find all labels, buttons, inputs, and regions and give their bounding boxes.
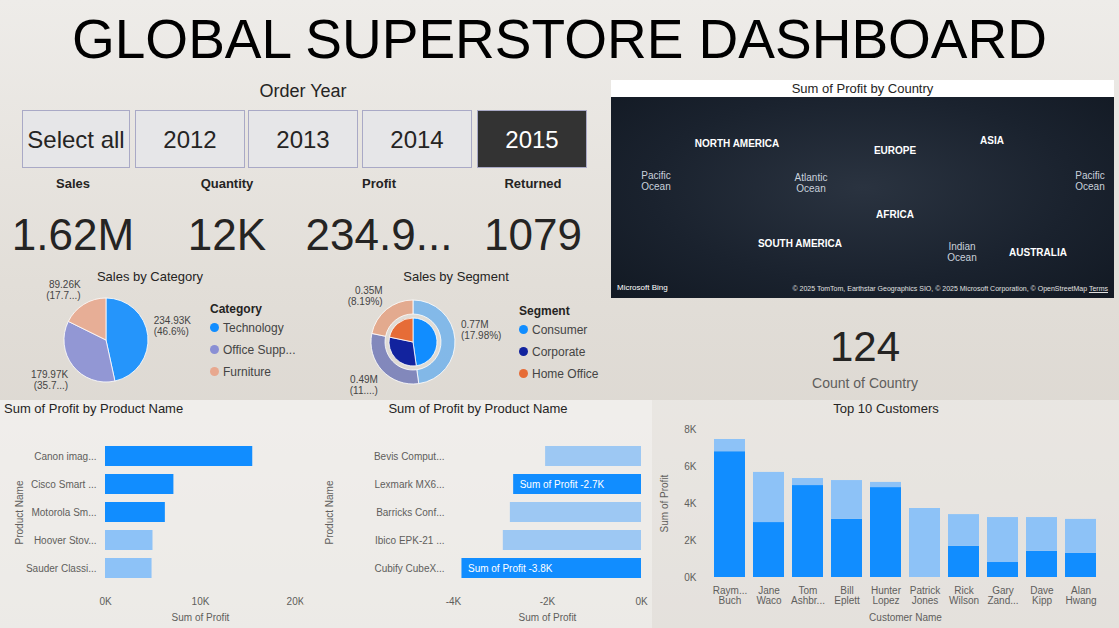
svg-text:Sum of Profit: Sum of Profit xyxy=(172,612,230,623)
html-text:Indian: Indian xyxy=(948,241,976,252)
html-text:© 2025 TomTom, Earthstar Geogr: © 2025 TomTom, Earthstar Geographics SIO… xyxy=(792,285,1108,292)
svg-text:JaneWaco: JaneWaco xyxy=(756,585,782,606)
html-text:AFRICA: AFRICA xyxy=(876,208,914,220)
svg-text:Cubify CubeX...: Cubify CubeX... xyxy=(374,563,444,574)
html-text:2014: 2014 xyxy=(390,126,444,153)
html-text:1.62M: 1.62M xyxy=(11,210,135,259)
svg-text:0K: 0K xyxy=(635,596,648,607)
svg-text:Cisco Smart ...: Cisco Smart ... xyxy=(31,479,97,490)
html-text:Pacific: Pacific xyxy=(641,170,671,181)
html-text:EUROPE: EUROPE xyxy=(873,144,917,156)
html-text:Ocean: Ocean xyxy=(947,252,977,263)
svg-text:Barricks Conf...: Barricks Conf... xyxy=(376,507,444,518)
html-text:Technology: Technology xyxy=(223,321,284,335)
svg-text:Sum of Profit -2.7K: Sum of Profit -2.7K xyxy=(520,479,605,490)
svg-text:HunterLopez: HunterLopez xyxy=(871,585,902,606)
html-text:AUSTRALIA: AUSTRALIA xyxy=(1009,246,1067,258)
svg-text:PatrickJones: PatrickJones xyxy=(910,585,942,606)
svg-text:Ibico EPK-21 ...: Ibico EPK-21 ... xyxy=(375,535,444,546)
svg-text:-4K: -4K xyxy=(446,596,462,607)
html-text:Category: Category xyxy=(210,302,262,316)
svg-text:Sum of Profit: Sum of Profit xyxy=(659,474,670,532)
html-text:2012: 2012 xyxy=(163,126,217,153)
html-text:124: 124 xyxy=(830,323,900,370)
svg-text:Lexmark MX6...: Lexmark MX6... xyxy=(374,479,444,490)
html-text:Ocean: Ocean xyxy=(1075,181,1105,192)
html-text:NORTH AMERICA: NORTH AMERICA xyxy=(694,137,780,149)
html-text:Sum of Profit by Country: Sum of Profit by Country xyxy=(791,81,934,96)
svg-text:6K: 6K xyxy=(684,461,697,472)
svg-text:Canon imag...: Canon imag... xyxy=(34,451,96,462)
html-text:Ocean: Ocean xyxy=(796,183,826,194)
html-text:Corporate: Corporate xyxy=(532,345,586,359)
svg-text:Motorola Sm...: Motorola Sm... xyxy=(31,507,96,518)
svg-text:DaveKipp: DaveKipp xyxy=(1030,585,1054,606)
html-text:Consumer: Consumer xyxy=(532,323,588,337)
html-text:Profit: Profit xyxy=(362,176,396,191)
html-text:Sales by Segment: Sales by Segment xyxy=(403,269,509,284)
html-text:Returned: Returned xyxy=(504,176,562,191)
svg-text:Customer Name: Customer Name xyxy=(869,612,942,623)
html-text:Count of Country: Count of Country xyxy=(812,375,918,391)
svg-text:0.49M(11....): 0.49M(11....) xyxy=(350,374,378,396)
svg-text:Bevis Comput...: Bevis Comput... xyxy=(374,451,445,462)
svg-text:Raym...Buch: Raym...Buch xyxy=(713,585,747,606)
html-text:ASIA: ASIA xyxy=(980,134,1004,146)
html-text:Furniture: Furniture xyxy=(223,365,271,379)
html-text:234.9...: 234.9... xyxy=(305,210,453,259)
svg-text:GaryZand...: GaryZand... xyxy=(987,585,1018,606)
svg-text:TomAshbr...: TomAshbr... xyxy=(791,585,825,606)
html-text:Ocean: Ocean xyxy=(641,181,671,192)
svg-text:Sauder Classi...: Sauder Classi... xyxy=(26,563,97,574)
svg-text:2K: 2K xyxy=(684,535,697,546)
svg-text:234.93K(46.6%): 234.93K(46.6%) xyxy=(154,315,192,337)
html-text:Sum of Profit by Product Name: Sum of Profit by Product Name xyxy=(4,401,184,416)
html-text:Office Supp...: Office Supp... xyxy=(223,343,296,357)
html-text:Sales by Category: Sales by Category xyxy=(96,269,204,284)
html-text:1079: 1079 xyxy=(484,210,582,259)
html-text:Order Year: Order Year xyxy=(259,81,347,101)
svg-text:20K: 20K xyxy=(287,596,305,607)
svg-text:-2K: -2K xyxy=(540,596,556,607)
html-text:Microsoft Bing: Microsoft Bing xyxy=(617,283,668,292)
html-text:2015: 2015 xyxy=(505,126,559,153)
html-text:Top 10 Customers: Top 10 Customers xyxy=(833,401,939,416)
svg-text:89.26K(17.7...): 89.26K(17.7...) xyxy=(46,279,81,301)
html-text:SOUTH AMERICA: SOUTH AMERICA xyxy=(758,237,842,249)
svg-text:RickWilson: RickWilson xyxy=(949,585,979,606)
svg-text:Sum of Profit -3.8K: Sum of Profit -3.8K xyxy=(468,563,553,574)
html-text:Sales: Sales xyxy=(56,176,90,191)
svg-text:Product Name: Product Name xyxy=(324,480,335,544)
html-text:Select all: Select all xyxy=(27,126,125,153)
svg-text:0.77M(17.98%): 0.77M(17.98%) xyxy=(461,319,502,341)
svg-text:Product Name: Product Name xyxy=(14,480,25,544)
html-text:GLOBAL SUPERSTORE DASHBOARD: GLOBAL SUPERSTORE DASHBOARD xyxy=(72,8,1047,70)
svg-text:BillEplett: BillEplett xyxy=(834,585,860,606)
html-text:Quantity: Quantity xyxy=(200,176,254,191)
html-text:2013: 2013 xyxy=(276,126,330,153)
html-text:Sum of Profit by Product Name: Sum of Profit by Product Name xyxy=(388,401,568,416)
html-text:Pacific: Pacific xyxy=(1075,170,1105,181)
svg-text:10K: 10K xyxy=(192,596,210,607)
html-text:12K: 12K xyxy=(187,210,267,259)
svg-text:179.97K(35.7...): 179.97K(35.7...) xyxy=(31,369,69,391)
svg-text:0K: 0K xyxy=(684,572,697,583)
svg-text:0.35M(8.19%): 0.35M(8.19%) xyxy=(348,285,383,307)
svg-text:AlanHwang: AlanHwang xyxy=(1065,585,1096,606)
svg-text:0K: 0K xyxy=(99,596,112,607)
svg-text:8K: 8K xyxy=(684,424,697,435)
html-text:Atlantic: Atlantic xyxy=(794,172,828,183)
svg-text:4K: 4K xyxy=(684,498,697,509)
svg-text:Sum of Profit: Sum of Profit xyxy=(519,612,577,623)
html-text:Segment: Segment xyxy=(519,304,570,318)
svg-text:Hoover Stov...: Hoover Stov... xyxy=(34,535,97,546)
html-text:Home Office: Home Office xyxy=(532,367,599,381)
